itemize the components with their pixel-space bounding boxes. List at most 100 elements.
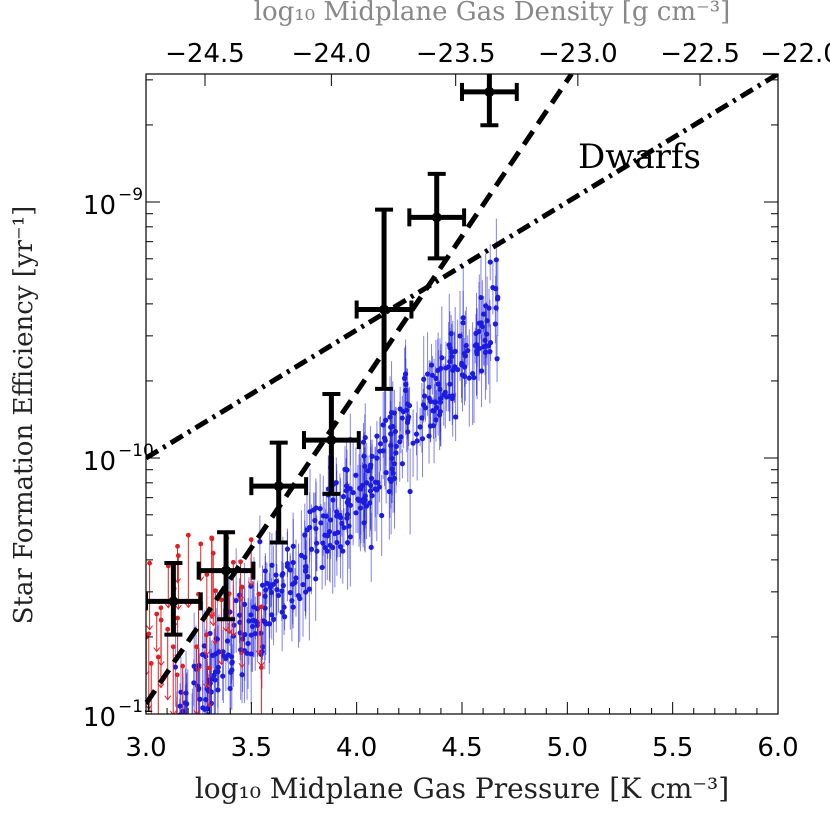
bin-point bbox=[273, 481, 284, 492]
scatter-point bbox=[298, 552, 304, 558]
scatter-point bbox=[433, 375, 439, 381]
scatter-point bbox=[325, 533, 331, 539]
scatter-point bbox=[229, 667, 235, 673]
upper-limit-point bbox=[147, 560, 152, 566]
scatter-point bbox=[343, 483, 350, 489]
scatter-point bbox=[289, 598, 295, 604]
scatter-point bbox=[388, 478, 394, 484]
tick-labels: 3.0 3.5 4.0 4.5 5.0 5.5 6.0 −24.5 −24.0 −23.5 −23.… bbox=[83, 39, 830, 763]
x-tick-label: 3.5 bbox=[231, 733, 272, 763]
scatter-point bbox=[476, 345, 483, 351]
scatter-point bbox=[263, 621, 269, 627]
scatter-point bbox=[443, 394, 450, 400]
scatter-point bbox=[392, 428, 398, 435]
scatter-point bbox=[495, 294, 501, 300]
upper-limit-arrowhead bbox=[193, 709, 201, 714]
scatter-point bbox=[437, 386, 443, 392]
scatter-point bbox=[350, 490, 356, 496]
scatter-point bbox=[461, 351, 467, 357]
scatter-point bbox=[313, 576, 319, 582]
upper-limit-point bbox=[256, 591, 262, 597]
scatter-point bbox=[391, 410, 397, 416]
scatter-point bbox=[487, 259, 493, 265]
upper-limit-arrowhead bbox=[146, 704, 153, 710]
scatter-point bbox=[493, 286, 499, 292]
bin-point bbox=[379, 304, 390, 315]
scatter-point bbox=[281, 614, 288, 620]
scatter-point bbox=[470, 371, 476, 377]
scatter-point bbox=[172, 664, 179, 670]
upper-limit-point bbox=[248, 537, 254, 543]
dashed-fit-line bbox=[146, 74, 574, 706]
upper-limit-point bbox=[175, 615, 181, 621]
scatter-point bbox=[406, 402, 413, 409]
scatter-point bbox=[216, 649, 222, 655]
x-tick-label: 5.0 bbox=[547, 733, 588, 763]
scatter-point bbox=[407, 488, 413, 495]
upper-limit-arrowhead bbox=[146, 625, 153, 631]
scatter-point bbox=[215, 664, 221, 670]
scatter-point bbox=[369, 453, 375, 459]
y-tick-label: 10 bbox=[83, 447, 116, 477]
scatter-point bbox=[398, 434, 404, 440]
upper-limit-arrowhead bbox=[222, 626, 230, 632]
x-tick-label: 4.5 bbox=[441, 733, 482, 763]
scatter-point bbox=[332, 531, 338, 537]
y-tick-label: 10 bbox=[83, 703, 116, 733]
upper-limit-point bbox=[170, 644, 176, 650]
scatter-point bbox=[212, 677, 218, 683]
scatter-point bbox=[275, 592, 282, 599]
upper-limit-point bbox=[230, 559, 236, 565]
scatter-point bbox=[359, 482, 366, 488]
upper-limit-arrowhead bbox=[229, 631, 237, 638]
scatter-point bbox=[447, 358, 453, 365]
scatter-point bbox=[313, 505, 319, 511]
scatter-point bbox=[437, 399, 444, 405]
upper-limit-point bbox=[198, 541, 204, 547]
scatter-point bbox=[248, 632, 254, 638]
scatter-point bbox=[267, 582, 273, 588]
scatter-point bbox=[397, 406, 403, 412]
top-tick-label: −23.0 bbox=[538, 39, 618, 69]
scatter-point bbox=[421, 393, 428, 399]
upper-limit-point bbox=[165, 626, 171, 632]
upper-limit-point bbox=[209, 535, 215, 541]
scatter-point bbox=[368, 544, 374, 550]
scatter-point bbox=[202, 706, 208, 712]
scatter-point bbox=[306, 586, 312, 592]
scatter-point bbox=[406, 414, 412, 420]
scatter-point bbox=[466, 375, 472, 381]
upper-limit-arrowhead bbox=[184, 603, 192, 609]
upper-limit-arrowhead bbox=[208, 614, 216, 620]
scatter-point bbox=[211, 672, 217, 678]
scatter-point bbox=[215, 687, 221, 693]
upper-limit-point bbox=[204, 572, 210, 577]
bin-point bbox=[168, 596, 179, 607]
scatter-point bbox=[460, 315, 466, 321]
upper-limit-point bbox=[258, 665, 264, 670]
scatter-point bbox=[478, 294, 484, 301]
scatter-point bbox=[472, 343, 478, 349]
scatter-point bbox=[344, 467, 350, 473]
x-tick-label: 3.0 bbox=[125, 733, 166, 763]
scatter-point bbox=[377, 448, 383, 454]
bin-point bbox=[221, 565, 232, 576]
axis-ticks bbox=[145, 74, 779, 715]
y-tick-label: 10 bbox=[83, 191, 116, 221]
upper-limit-point bbox=[212, 588, 218, 594]
scatter-point bbox=[322, 545, 328, 551]
scatter-point bbox=[492, 321, 498, 327]
scatter-point bbox=[293, 575, 299, 581]
upper-limit-point bbox=[185, 532, 191, 538]
upper-limit-point bbox=[148, 661, 154, 666]
scatter-point bbox=[452, 348, 458, 354]
scatter-point bbox=[353, 510, 359, 516]
scatter-point bbox=[427, 423, 433, 429]
scatter-point bbox=[302, 532, 308, 538]
upper-limit-point bbox=[146, 631, 152, 637]
scatter-point bbox=[433, 417, 439, 423]
upper-limit-point bbox=[158, 605, 164, 611]
scatter-point bbox=[317, 506, 323, 512]
scatter-point bbox=[443, 365, 449, 371]
